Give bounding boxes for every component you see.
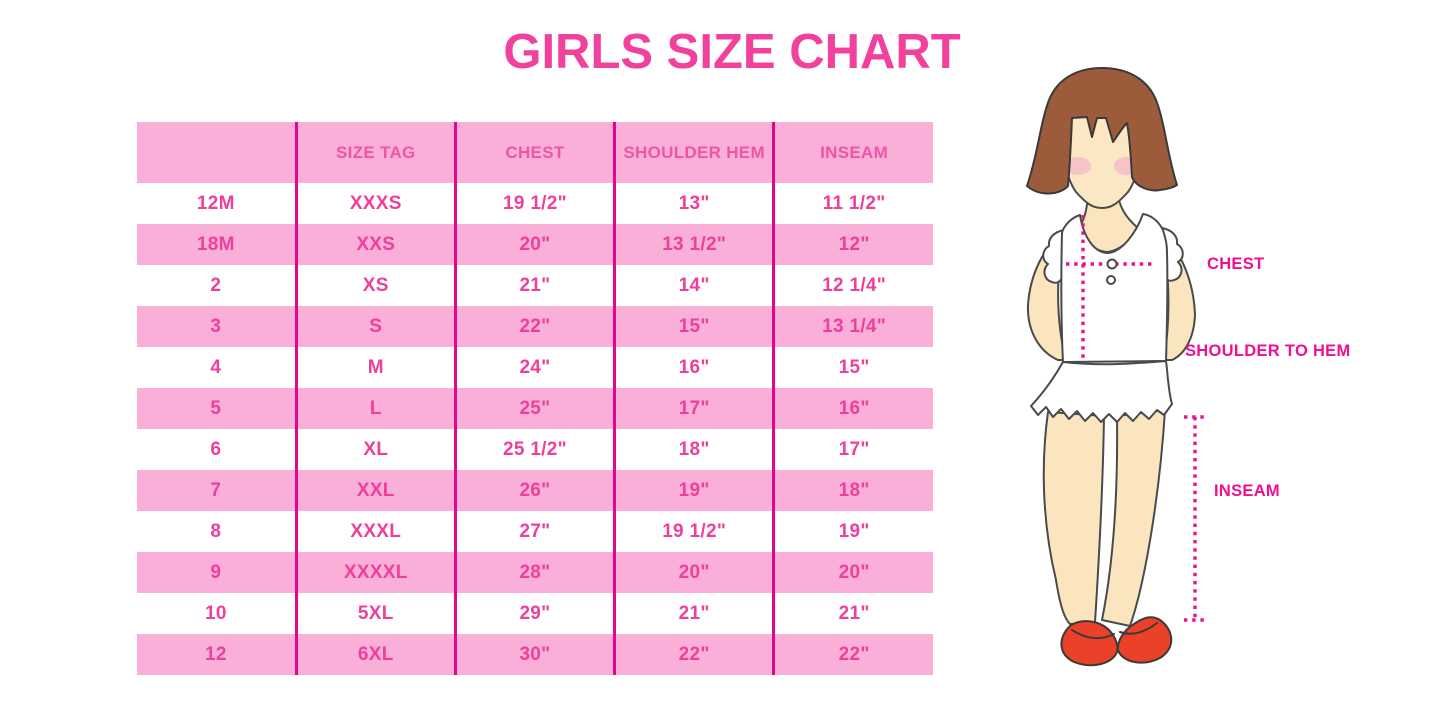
table-cell: 12" bbox=[772, 224, 933, 265]
table-cell: 18" bbox=[613, 429, 774, 470]
table-cell: 15" bbox=[613, 306, 774, 347]
table-cell: 14" bbox=[613, 265, 774, 306]
col-header-shoulder-hem: SHOULDER HEM bbox=[613, 122, 774, 183]
table-cell: 27" bbox=[453, 511, 615, 552]
table-row: 12M XXXS 19 1/2" 13" 11 1/2" bbox=[137, 183, 933, 224]
table-cell: 16" bbox=[772, 388, 933, 429]
table-cell: 20" bbox=[613, 552, 774, 593]
girl-hair bbox=[1026, 67, 1178, 195]
table-cell: 6XL bbox=[294, 634, 456, 675]
inseam-measurement-label: INSEAM bbox=[1214, 482, 1280, 500]
table-cell: XL bbox=[294, 429, 456, 470]
table-cell: XS bbox=[294, 265, 456, 306]
table-cell: 17" bbox=[772, 429, 933, 470]
table-cell: S bbox=[294, 306, 456, 347]
shoulder-to-hem-measurement-label: SHOULDER TO HEM bbox=[1185, 342, 1351, 360]
table-cell: 16" bbox=[613, 347, 774, 388]
table-cell: 13 1/2" bbox=[613, 224, 774, 265]
table-cell: 21" bbox=[772, 593, 933, 634]
col-header-size bbox=[137, 122, 297, 183]
table-cell: 25" bbox=[453, 388, 615, 429]
table-cell: 24" bbox=[453, 347, 615, 388]
table-cell: 25 1/2" bbox=[453, 429, 615, 470]
table-header-row: SIZE TAG CHEST SHOULDER HEM INSEAM bbox=[137, 122, 933, 183]
col-header-chest: CHEST bbox=[453, 122, 615, 183]
table-cell: 13" bbox=[613, 183, 774, 224]
table-row: 18M XXS 20" 13 1/2" 12" bbox=[137, 224, 933, 265]
table-cell: 6 bbox=[137, 429, 297, 470]
page-title: GIRLS SIZE CHART bbox=[503, 25, 961, 79]
table-cell: 13 1/4" bbox=[772, 306, 933, 347]
size-table-body: 12M XXXS 19 1/2" 13" 11 1/2" 18M XXS 20" 13 1/2"… bbox=[137, 183, 933, 675]
table-cell: 19" bbox=[613, 470, 774, 511]
table-row: 5 L 25" 17" 16" bbox=[137, 388, 933, 429]
table-cell: 12 bbox=[137, 634, 297, 675]
table-row: 7 XXL 26" 19" 18" bbox=[137, 470, 933, 511]
table-row: 12 6XL 30" 22" 22" bbox=[137, 634, 933, 675]
table-cell: 21" bbox=[613, 593, 774, 634]
col-header-inseam: INSEAM bbox=[772, 122, 933, 183]
table-cell: 10 bbox=[137, 593, 297, 634]
table-cell: 21" bbox=[453, 265, 615, 306]
table-cell: 5 bbox=[137, 388, 297, 429]
table-cell: 5XL bbox=[294, 593, 456, 634]
table-cell: 28" bbox=[453, 552, 615, 593]
table-cell: XXL bbox=[294, 470, 456, 511]
table-cell: 15" bbox=[772, 347, 933, 388]
table-row: 2 XS 21" 14" 12 1/4" bbox=[137, 265, 933, 306]
measurement-lines bbox=[1066, 215, 1207, 622]
girl-shoes bbox=[1060, 616, 1173, 667]
measurement-figure: CHEST SHOULDER TO HEM INSEAM bbox=[1000, 60, 1445, 680]
table-cell: XXXS bbox=[294, 183, 456, 224]
table-cell: 11 1/2" bbox=[772, 183, 933, 224]
table-cell: 29" bbox=[453, 593, 615, 634]
girl-skirt bbox=[1030, 360, 1173, 423]
table-cell: 22" bbox=[453, 306, 615, 347]
table-row: 6 XL 25 1/2" 18" 17" bbox=[137, 429, 933, 470]
table-row: 9 XXXXL 28" 20" 20" bbox=[137, 552, 933, 593]
table-row: 3 S 22" 15" 13 1/4" bbox=[137, 306, 933, 347]
table-cell: XXXXL bbox=[294, 552, 456, 593]
girl-legs bbox=[1042, 409, 1166, 627]
table-cell: 18M bbox=[137, 224, 297, 265]
girl-illustration-icon bbox=[1026, 67, 1207, 667]
table-cell: 17" bbox=[613, 388, 774, 429]
chest-measurement-label: CHEST bbox=[1207, 255, 1265, 273]
table-cell: 2 bbox=[137, 265, 297, 306]
girl-waist-seam bbox=[1062, 360, 1167, 366]
table-cell: 19" bbox=[772, 511, 933, 552]
table-cell: 22" bbox=[613, 634, 774, 675]
table-cell: 12M bbox=[137, 183, 297, 224]
col-header-size-tag: SIZE TAG bbox=[294, 122, 456, 183]
table-cell: 9 bbox=[137, 552, 297, 593]
girl-top-buttons bbox=[1106, 258, 1118, 285]
size-chart-table: SIZE TAG CHEST SHOULDER HEM INSEAM 12M XX… bbox=[137, 122, 933, 675]
table-cell: L bbox=[294, 388, 456, 429]
table-cell: M bbox=[294, 347, 456, 388]
table-cell: 12 1/4" bbox=[772, 265, 933, 306]
table-cell: 26" bbox=[453, 470, 615, 511]
table-cell: 8 bbox=[137, 511, 297, 552]
table-cell: 22" bbox=[772, 634, 933, 675]
table-cell: 19 1/2" bbox=[613, 511, 774, 552]
table-row: 10 5XL 29" 21" 21" bbox=[137, 593, 933, 634]
table-cell: 30" bbox=[453, 634, 615, 675]
table-cell: 19 1/2" bbox=[453, 183, 615, 224]
table-cell: 20" bbox=[772, 552, 933, 593]
table-cell: XXS bbox=[294, 224, 456, 265]
table-cell: 20" bbox=[453, 224, 615, 265]
table-cell: XXXL bbox=[294, 511, 456, 552]
table-row: 8 XXXL 27" 19 1/2" 19" bbox=[137, 511, 933, 552]
table-cell: 4 bbox=[137, 347, 297, 388]
table-cell: 7 bbox=[137, 470, 297, 511]
table-cell: 3 bbox=[137, 306, 297, 347]
table-header: SIZE TAG CHEST SHOULDER HEM INSEAM bbox=[137, 122, 933, 183]
table-row: 4 M 24" 16" 15" bbox=[137, 347, 933, 388]
table-cell: 18" bbox=[772, 470, 933, 511]
